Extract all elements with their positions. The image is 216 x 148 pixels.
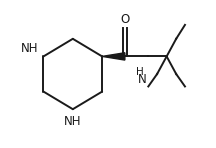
Text: NH: NH [21, 42, 38, 55]
Text: H: H [136, 67, 144, 77]
Text: O: O [120, 13, 129, 25]
Polygon shape [102, 53, 125, 60]
Text: N: N [138, 73, 147, 86]
Text: NH: NH [64, 115, 82, 128]
